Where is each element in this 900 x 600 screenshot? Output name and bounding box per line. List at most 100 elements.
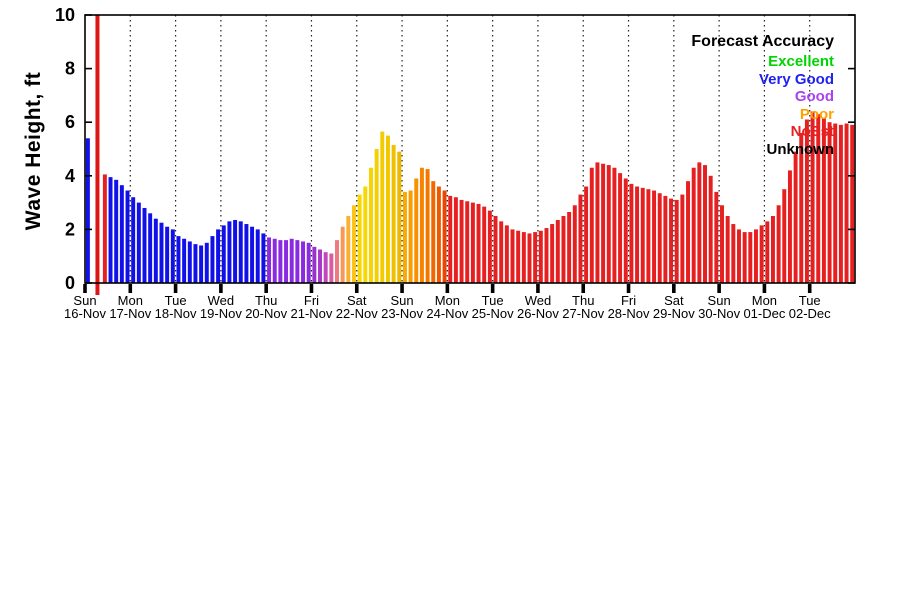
wave-height-bar [697, 162, 702, 283]
wave-height-bar [595, 162, 600, 283]
x-tick-mark [400, 284, 404, 293]
wave-height-bar [346, 216, 351, 283]
x-tick-mark [173, 284, 178, 293]
date-label: 18-Nov [155, 306, 197, 321]
wave-height-bar [233, 220, 238, 283]
wave-height-bar [284, 240, 289, 283]
wave-height-bar [765, 221, 770, 283]
wave-height-bar [850, 124, 855, 283]
x-tick-mark [581, 284, 586, 293]
wave-height-bar [657, 193, 662, 283]
wave-height-bar [397, 151, 402, 283]
date-label: 21-Nov [291, 306, 333, 321]
wave-height-bar [216, 229, 221, 283]
wave-height-bar [301, 241, 306, 283]
wave-height-bar [810, 111, 815, 283]
wave-height-bar [703, 165, 707, 283]
wave-height-bar [725, 216, 730, 283]
wave-height-bar [385, 135, 390, 283]
x-tick-mark [128, 284, 133, 293]
wave-height-bar [572, 205, 577, 283]
wave-height-bar [425, 169, 430, 283]
wave-height-bar [606, 165, 611, 283]
wave-height-bar [357, 194, 362, 283]
wave-height-bar [652, 190, 657, 283]
day-label: Tue [799, 293, 821, 308]
wave-height-bar [436, 186, 441, 283]
wave-height-bar [669, 198, 674, 283]
wave-height-bar [493, 216, 498, 283]
day-label: Tue [165, 293, 187, 308]
wave-height-bar [176, 236, 181, 283]
legend-item-good: Good [794, 88, 834, 105]
wave-height-bar [799, 132, 804, 283]
wave-height-bar [533, 232, 538, 283]
wave-height-bar [368, 167, 373, 283]
wave-height-bar [770, 216, 775, 283]
legend-item-noest: NoEst [790, 123, 834, 140]
wave-height-bar [323, 252, 328, 283]
wave-height-bar [227, 221, 232, 283]
wave-height-bar [419, 167, 424, 283]
y-tick-label: 2 [65, 219, 75, 239]
day-label: Thu [255, 293, 277, 308]
wave-height-bar [499, 221, 504, 283]
date-label: 20-Nov [245, 306, 287, 321]
date-label: 24-Nov [426, 306, 468, 321]
x-tick-mark [309, 284, 314, 293]
wave-height-bar [804, 119, 809, 284]
x-tick-mark [762, 284, 767, 293]
x-tick-mark [717, 284, 721, 293]
legend-title: Forecast Accuracy [691, 33, 834, 50]
wave-height-bar [714, 191, 719, 283]
x-tick-mark [536, 284, 540, 293]
wave-height-bar [567, 211, 572, 283]
day-label: Mon [752, 293, 777, 308]
wave-height-bar [691, 167, 696, 283]
wave-height-bar [504, 225, 509, 283]
date-label: 16-Nov [64, 306, 106, 321]
wave-height-bar [731, 224, 736, 283]
wave-height-bar [544, 228, 549, 283]
wave-height-bar [442, 190, 447, 283]
wave-height-bar [453, 197, 458, 283]
legend-item-poor: Poor [799, 105, 834, 123]
wave-height-bar [352, 205, 356, 283]
wave-height-bar [629, 183, 634, 283]
wave-height-bar [431, 181, 436, 283]
wave-height-bar [85, 138, 90, 283]
date-label: 25-Nov [472, 306, 514, 321]
x-tick-mark [672, 284, 676, 293]
wave-height-bar [244, 224, 249, 283]
wave-height-bar [521, 232, 526, 283]
wave-height-bar [759, 225, 764, 283]
plot-border [84, 14, 856, 284]
wave-height-bar [261, 233, 266, 283]
date-label: 02-Dec [789, 306, 831, 321]
wave-height-bar [391, 144, 396, 283]
wave-height-bar [119, 185, 124, 283]
wave-height-bar [527, 233, 532, 283]
day-label: Sun [390, 293, 413, 308]
wave-height-bar [289, 238, 294, 283]
wave-height-bar [782, 189, 787, 283]
plot-area: 0246810Sun16-NovMon17-NovTue18-NovWed19-… [55, 5, 856, 321]
wave-height-bar [487, 210, 492, 283]
wave-height-bar [635, 186, 640, 283]
wave-height-bar [238, 221, 243, 283]
day-label: Tue [482, 293, 504, 308]
wave-height-bar [170, 229, 175, 283]
date-label: 27-Nov [562, 306, 604, 321]
date-label: 23-Nov [381, 306, 423, 321]
wave-height-bar [470, 202, 475, 283]
wave-height-bar [663, 195, 668, 283]
x-tick-mark [264, 284, 268, 293]
day-label: Fri [304, 293, 319, 308]
wave-height-bar [838, 124, 843, 283]
date-label: 26-Nov [517, 306, 559, 321]
wave-height-bar [680, 194, 685, 283]
date-label: 30-Nov [698, 306, 740, 321]
wave-height-bar [408, 190, 413, 283]
wave-height-bar [737, 229, 741, 283]
wave-height-bar [476, 203, 481, 283]
